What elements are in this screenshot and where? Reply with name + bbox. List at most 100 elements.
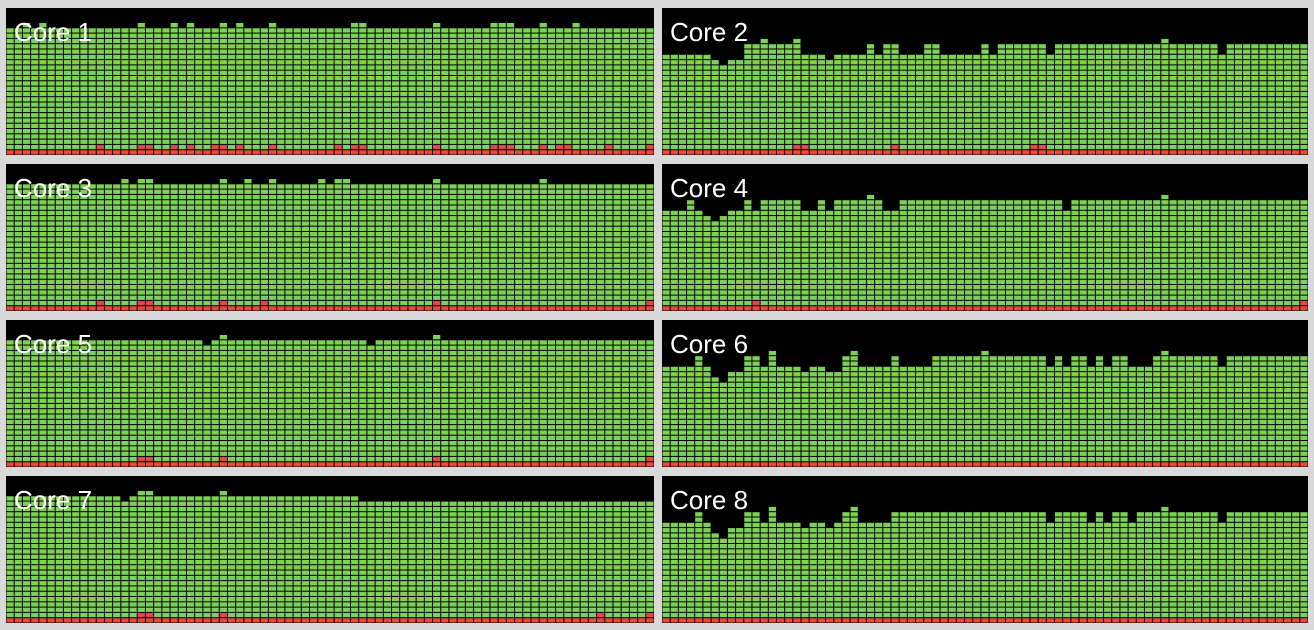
user-cell [178,221,186,226]
user-cell [981,139,989,144]
user-cell [441,76,449,81]
user-cell [457,139,465,144]
user-cell [719,86,727,91]
user-cell [367,263,375,269]
user-cell [260,237,268,242]
user-cell [956,81,965,86]
user-cell [170,189,178,194]
user-cell [408,129,416,134]
user-cell [252,33,260,38]
user-cell [55,38,63,44]
user-cell [170,49,178,54]
user-cell [342,49,350,54]
user-cell [113,300,121,306]
user-cell [154,33,162,38]
user-cell [22,242,31,247]
user-cell [154,28,162,33]
user-cell [1300,97,1308,102]
user-cell [899,144,907,150]
system-cell [1038,144,1046,150]
user-cell [613,97,621,102]
user-cell [88,263,96,269]
user-cell [375,107,383,113]
user-cell [498,107,506,113]
user-cell [252,237,260,242]
user-cell [277,113,285,118]
usage-bar [875,54,883,155]
user-cell [137,179,145,184]
user-cell [629,38,638,44]
user-cell [145,134,154,139]
user-cell [236,205,244,210]
user-cell [96,237,104,242]
user-cell [268,91,277,97]
user-cell [1202,102,1210,107]
user-cell [351,102,359,107]
user-cell [621,86,629,91]
usage-bar [383,184,392,311]
user-cell [55,28,63,33]
user-cell [359,269,367,274]
user-cell [145,237,154,242]
user-cell [727,129,736,134]
user-cell [408,221,416,226]
user-cell [981,123,989,128]
user-cell [605,65,613,70]
user-cell [727,86,736,91]
system-cell [948,150,956,155]
user-cell [408,86,416,91]
usage-bar [1275,44,1283,155]
user-cell [875,97,883,102]
user-cell [195,232,203,237]
user-cell [6,184,14,189]
user-cell [940,107,948,113]
user-cell [162,70,170,75]
user-cell [14,194,22,200]
user-cell [63,70,72,75]
user-cell [145,295,154,300]
user-cell [129,300,137,306]
user-cell [170,54,178,60]
user-cell [351,232,359,237]
user-cell [646,91,654,97]
user-cell [88,54,96,60]
user-cell [326,81,334,86]
user-cell [482,113,490,118]
user-cell [981,97,989,102]
user-cell [531,60,539,65]
user-cell [572,81,580,86]
user-cell [638,102,646,107]
user-cell [236,226,244,231]
user-cell [1030,44,1038,49]
user-cell [227,253,236,258]
user-cell [72,258,80,263]
user-cell [170,290,178,295]
usage-bar [260,184,268,311]
user-cell [80,184,88,189]
user-cell [457,44,465,49]
user-cell [203,144,211,150]
user-cell [186,295,195,300]
user-cell [334,54,342,60]
user-cell [1259,91,1267,97]
user-cell [63,81,72,86]
user-cell [178,123,186,128]
user-cell [375,189,383,194]
system-cell [359,306,367,311]
user-cell [244,129,252,134]
user-cell [268,28,277,33]
user-cell [1283,86,1292,91]
user-cell [145,210,154,216]
user-cell [367,226,375,231]
user-cell [973,134,981,139]
user-cell [711,134,719,139]
user-cell [613,107,621,113]
user-cell [113,274,121,279]
user-cell [989,86,997,91]
user-cell [260,253,268,258]
user-cell [1259,70,1267,75]
user-cell [367,107,375,113]
user-cell [268,295,277,300]
user-cell [711,70,719,75]
usage-bar [351,184,359,311]
